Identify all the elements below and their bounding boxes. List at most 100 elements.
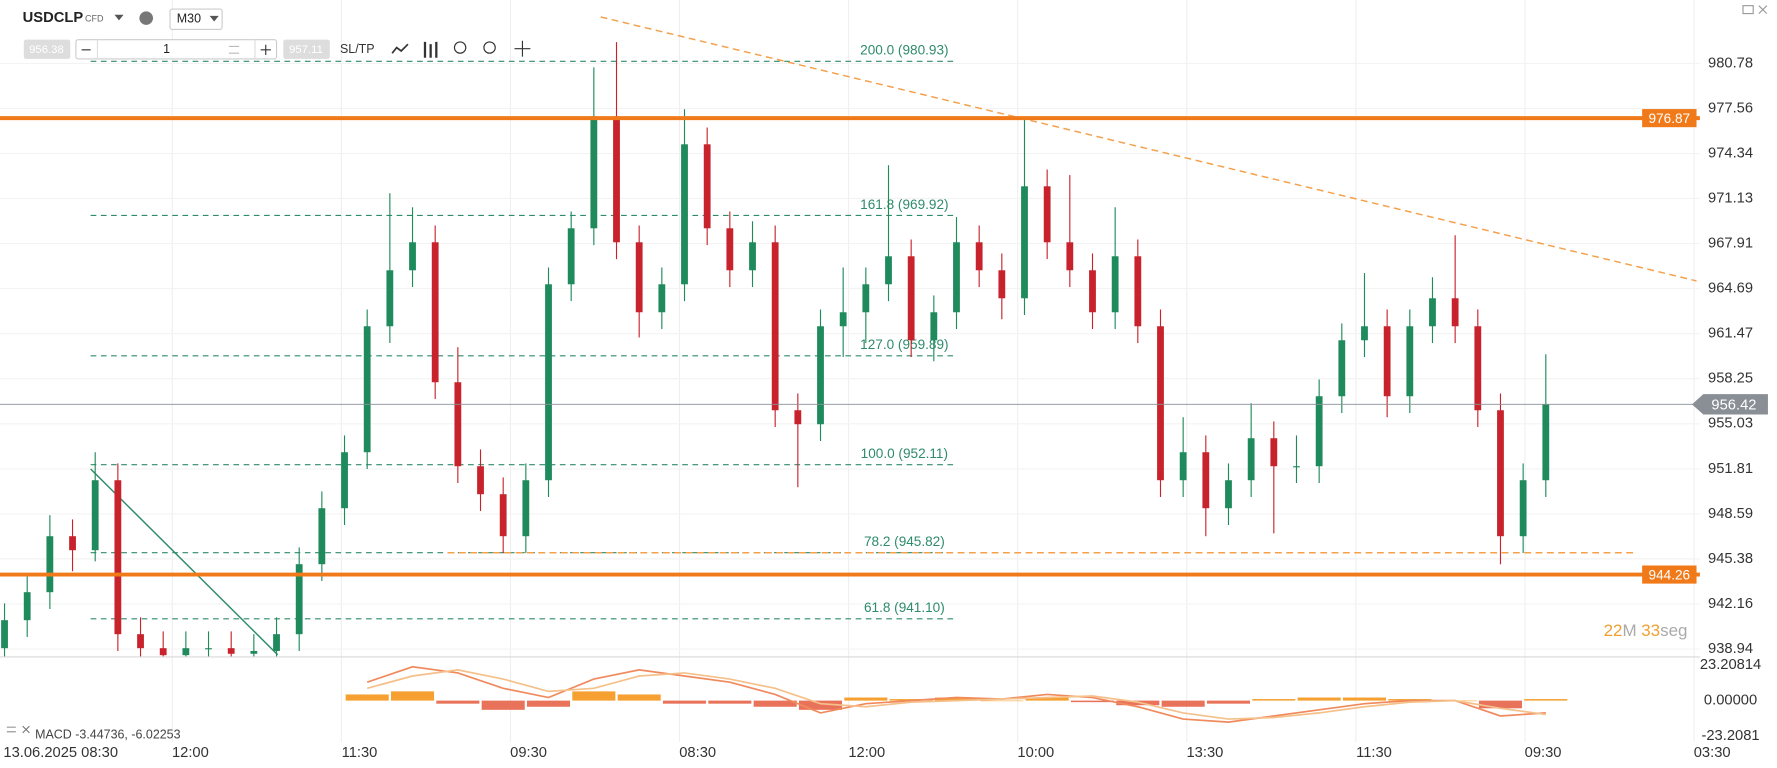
fib-label: 200.0 (980.93): [860, 43, 948, 58]
info-icon[interactable]: [139, 11, 153, 25]
candle-body: [1066, 242, 1074, 271]
zoom-in-icon[interactable]: [483, 41, 496, 54]
macd-histogram-bar: [1161, 700, 1205, 707]
candles-icon[interactable]: [423, 41, 438, 58]
timeframe-select[interactable]: [169, 8, 223, 31]
candle-body: [1, 620, 8, 649]
macd-histogram-bar: [1252, 699, 1296, 701]
candle-body: [839, 312, 847, 327]
fib-label: 127.0 (959.89): [860, 337, 948, 352]
candle-body: [1519, 480, 1527, 537]
candle-body: [567, 228, 575, 285]
candle-body: [499, 494, 507, 537]
candle-body: [1497, 410, 1504, 537]
candle-body: [137, 634, 144, 649]
x-tick-label: 12:00: [848, 745, 885, 761]
candle-body: [1542, 404, 1550, 481]
symbol-dropdown[interactable]: [114, 14, 124, 21]
y-tick-label: 942.16: [1708, 596, 1753, 612]
line-chart-icon[interactable]: [391, 43, 409, 54]
candle-body: [1089, 270, 1096, 313]
x-tick-label: 11:30: [1356, 745, 1392, 761]
candle-body: [114, 480, 122, 635]
buy-button[interactable]: [283, 39, 330, 59]
candle-body: [409, 242, 416, 271]
level-label: 976.87: [1649, 111, 1691, 126]
timer-minutes-unit: M: [1623, 622, 1637, 641]
candle-body: [273, 634, 280, 651]
y-tick-label: 964.69: [1708, 280, 1753, 296]
y-tick-label: 967.91: [1708, 235, 1753, 251]
timeframe-dropdown[interactable]: [209, 15, 219, 22]
symbol[interactable]: USDCLP: [23, 10, 84, 26]
instrument-type: CFD: [85, 14, 104, 24]
macd-close-icon[interactable]: [22, 725, 30, 734]
macd-histogram-bar: [844, 697, 888, 701]
macd-settings-icon[interactable]: [6, 726, 16, 733]
candle-body: [1157, 326, 1164, 481]
y-tick-label: 948.59: [1708, 506, 1753, 522]
candle-body: [885, 256, 892, 285]
x-tick-label: 11:30: [342, 745, 378, 761]
candle-body: [1134, 256, 1142, 327]
macd-histogram-bar: [1025, 697, 1069, 701]
candle-body: [69, 536, 76, 551]
candle-body: [1338, 340, 1346, 397]
macd-histogram-bar: [798, 700, 843, 710]
macd-histogram-bar: [572, 691, 616, 701]
candle-body: [1429, 298, 1436, 327]
candle-body: [613, 116, 620, 243]
candle-body: [182, 648, 190, 656]
candle-body: [975, 242, 983, 271]
y-tick-label: 951.81: [1708, 461, 1753, 477]
sl-tp[interactable]: SL/TP: [340, 42, 375, 56]
macd-macd-line: [366, 665, 1546, 723]
macd-histogram-bar: [481, 700, 525, 710]
candle-body: [862, 284, 870, 313]
x-tick-label: 12:00: [172, 745, 209, 761]
swap-icon[interactable]: [228, 45, 240, 54]
plus-icon[interactable]: [260, 44, 271, 55]
main-pane: 200.0 (980.93) 161.8 (969.92) 127.0 (959.8…: [1, 16, 1697, 657]
candle-body: [1111, 256, 1119, 313]
candle-body: [386, 270, 394, 327]
y-tick-label: 961.47: [1708, 326, 1753, 342]
sell-price: 956.38: [29, 44, 64, 56]
candle-body: [1451, 298, 1459, 327]
macd-histogram-bar: [753, 700, 797, 707]
window-restore[interactable]: [1742, 5, 1754, 15]
candle-body: [363, 326, 371, 453]
y-tick-label: 958.25: [1708, 371, 1753, 387]
macd-histogram-bar: [390, 691, 435, 701]
macd-histogram-bar: [1206, 700, 1251, 704]
fib-label: 161.8 (969.92): [860, 197, 948, 212]
move-icon[interactable]: [514, 40, 531, 57]
candle-body: [454, 382, 462, 467]
candle-body: [907, 256, 915, 341]
timer-seconds-unit: seg: [1660, 622, 1687, 641]
macd-tick-label: 23.20814: [1700, 657, 1761, 673]
macd-histogram-bar: [1478, 700, 1523, 709]
y-tick-label: 980.78: [1708, 55, 1753, 71]
y-tick-label: 945.38: [1708, 551, 1753, 567]
candle-body: [431, 242, 439, 383]
fib-label: 78.2 (945.82): [864, 534, 945, 549]
zoom-out-icon[interactable]: [453, 41, 467, 54]
quantity[interactable]: 1: [163, 42, 170, 56]
candle-body: [681, 144, 688, 285]
candle-body: [1043, 186, 1051, 243]
macd-histogram-bar: [345, 694, 389, 701]
candle-body: [1202, 452, 1210, 509]
candle-body: [477, 466, 484, 495]
candle-body: [46, 536, 54, 593]
window-close[interactable]: [1758, 5, 1768, 14]
macd-histogram-bar: [708, 700, 752, 704]
macd-histogram-bar: [617, 694, 661, 701]
quantity-box[interactable]: [75, 39, 278, 60]
sell-button[interactable]: [23, 39, 71, 59]
fib-label: 61.8 (941.10): [864, 600, 945, 615]
macd-tick-label: -23.2081: [1701, 728, 1759, 744]
macd-label: MACD -3.44736, -6.02253: [35, 727, 180, 741]
x-tick-label: 09:30: [1525, 745, 1562, 761]
